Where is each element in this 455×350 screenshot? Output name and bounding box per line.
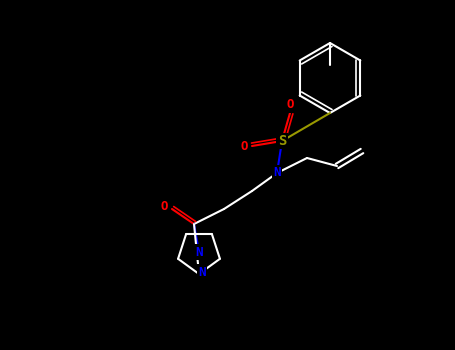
Text: N: N xyxy=(195,245,203,259)
Text: O: O xyxy=(240,140,248,153)
Text: N: N xyxy=(198,266,206,279)
Text: S: S xyxy=(278,134,286,148)
Text: N: N xyxy=(273,167,281,180)
Text: O: O xyxy=(160,201,168,214)
Text: O: O xyxy=(286,98,294,112)
